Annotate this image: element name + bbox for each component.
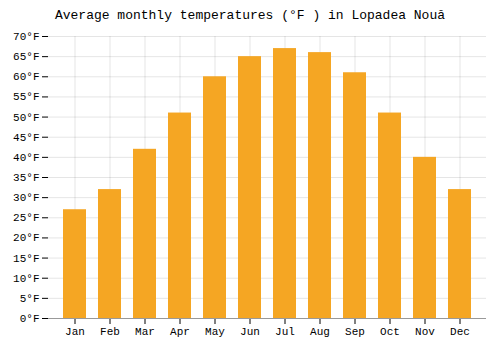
svg-text:35°F: 35°F xyxy=(13,172,39,184)
svg-text:65°F: 65°F xyxy=(13,51,39,63)
svg-text:Jul: Jul xyxy=(275,326,295,338)
svg-text:60°F: 60°F xyxy=(13,71,39,83)
svg-text:Jun: Jun xyxy=(240,326,260,338)
svg-text:45°F: 45°F xyxy=(13,132,39,144)
svg-text:40°F: 40°F xyxy=(13,152,39,164)
svg-text:25°F: 25°F xyxy=(13,212,39,224)
svg-text:0°F: 0°F xyxy=(20,313,40,325)
svg-text:Sep: Sep xyxy=(345,326,365,338)
svg-text:30°F: 30°F xyxy=(13,192,39,204)
svg-text:5°F: 5°F xyxy=(20,293,40,305)
svg-text:20°F: 20°F xyxy=(13,232,39,244)
svg-text:15°F: 15°F xyxy=(13,253,39,265)
svg-text:Feb: Feb xyxy=(100,326,120,338)
svg-text:55°F: 55°F xyxy=(13,91,39,103)
svg-text:Nov: Nov xyxy=(415,326,435,338)
svg-text:Dec: Dec xyxy=(450,326,470,338)
svg-text:Jan: Jan xyxy=(65,326,85,338)
svg-text:May: May xyxy=(205,326,225,338)
html-text:Average monthly temperatures (: Average monthly temperatures (°F ) in Lo… xyxy=(55,8,445,23)
svg-text:Oct: Oct xyxy=(380,326,400,338)
svg-text:70°F: 70°F xyxy=(13,31,39,43)
svg-text:Mar: Mar xyxy=(135,326,155,338)
svg-text:50°F: 50°F xyxy=(13,112,39,124)
svg-text:10°F: 10°F xyxy=(13,273,39,285)
svg-text:Apr: Apr xyxy=(170,326,190,338)
svg-text:Aug: Aug xyxy=(310,326,330,338)
